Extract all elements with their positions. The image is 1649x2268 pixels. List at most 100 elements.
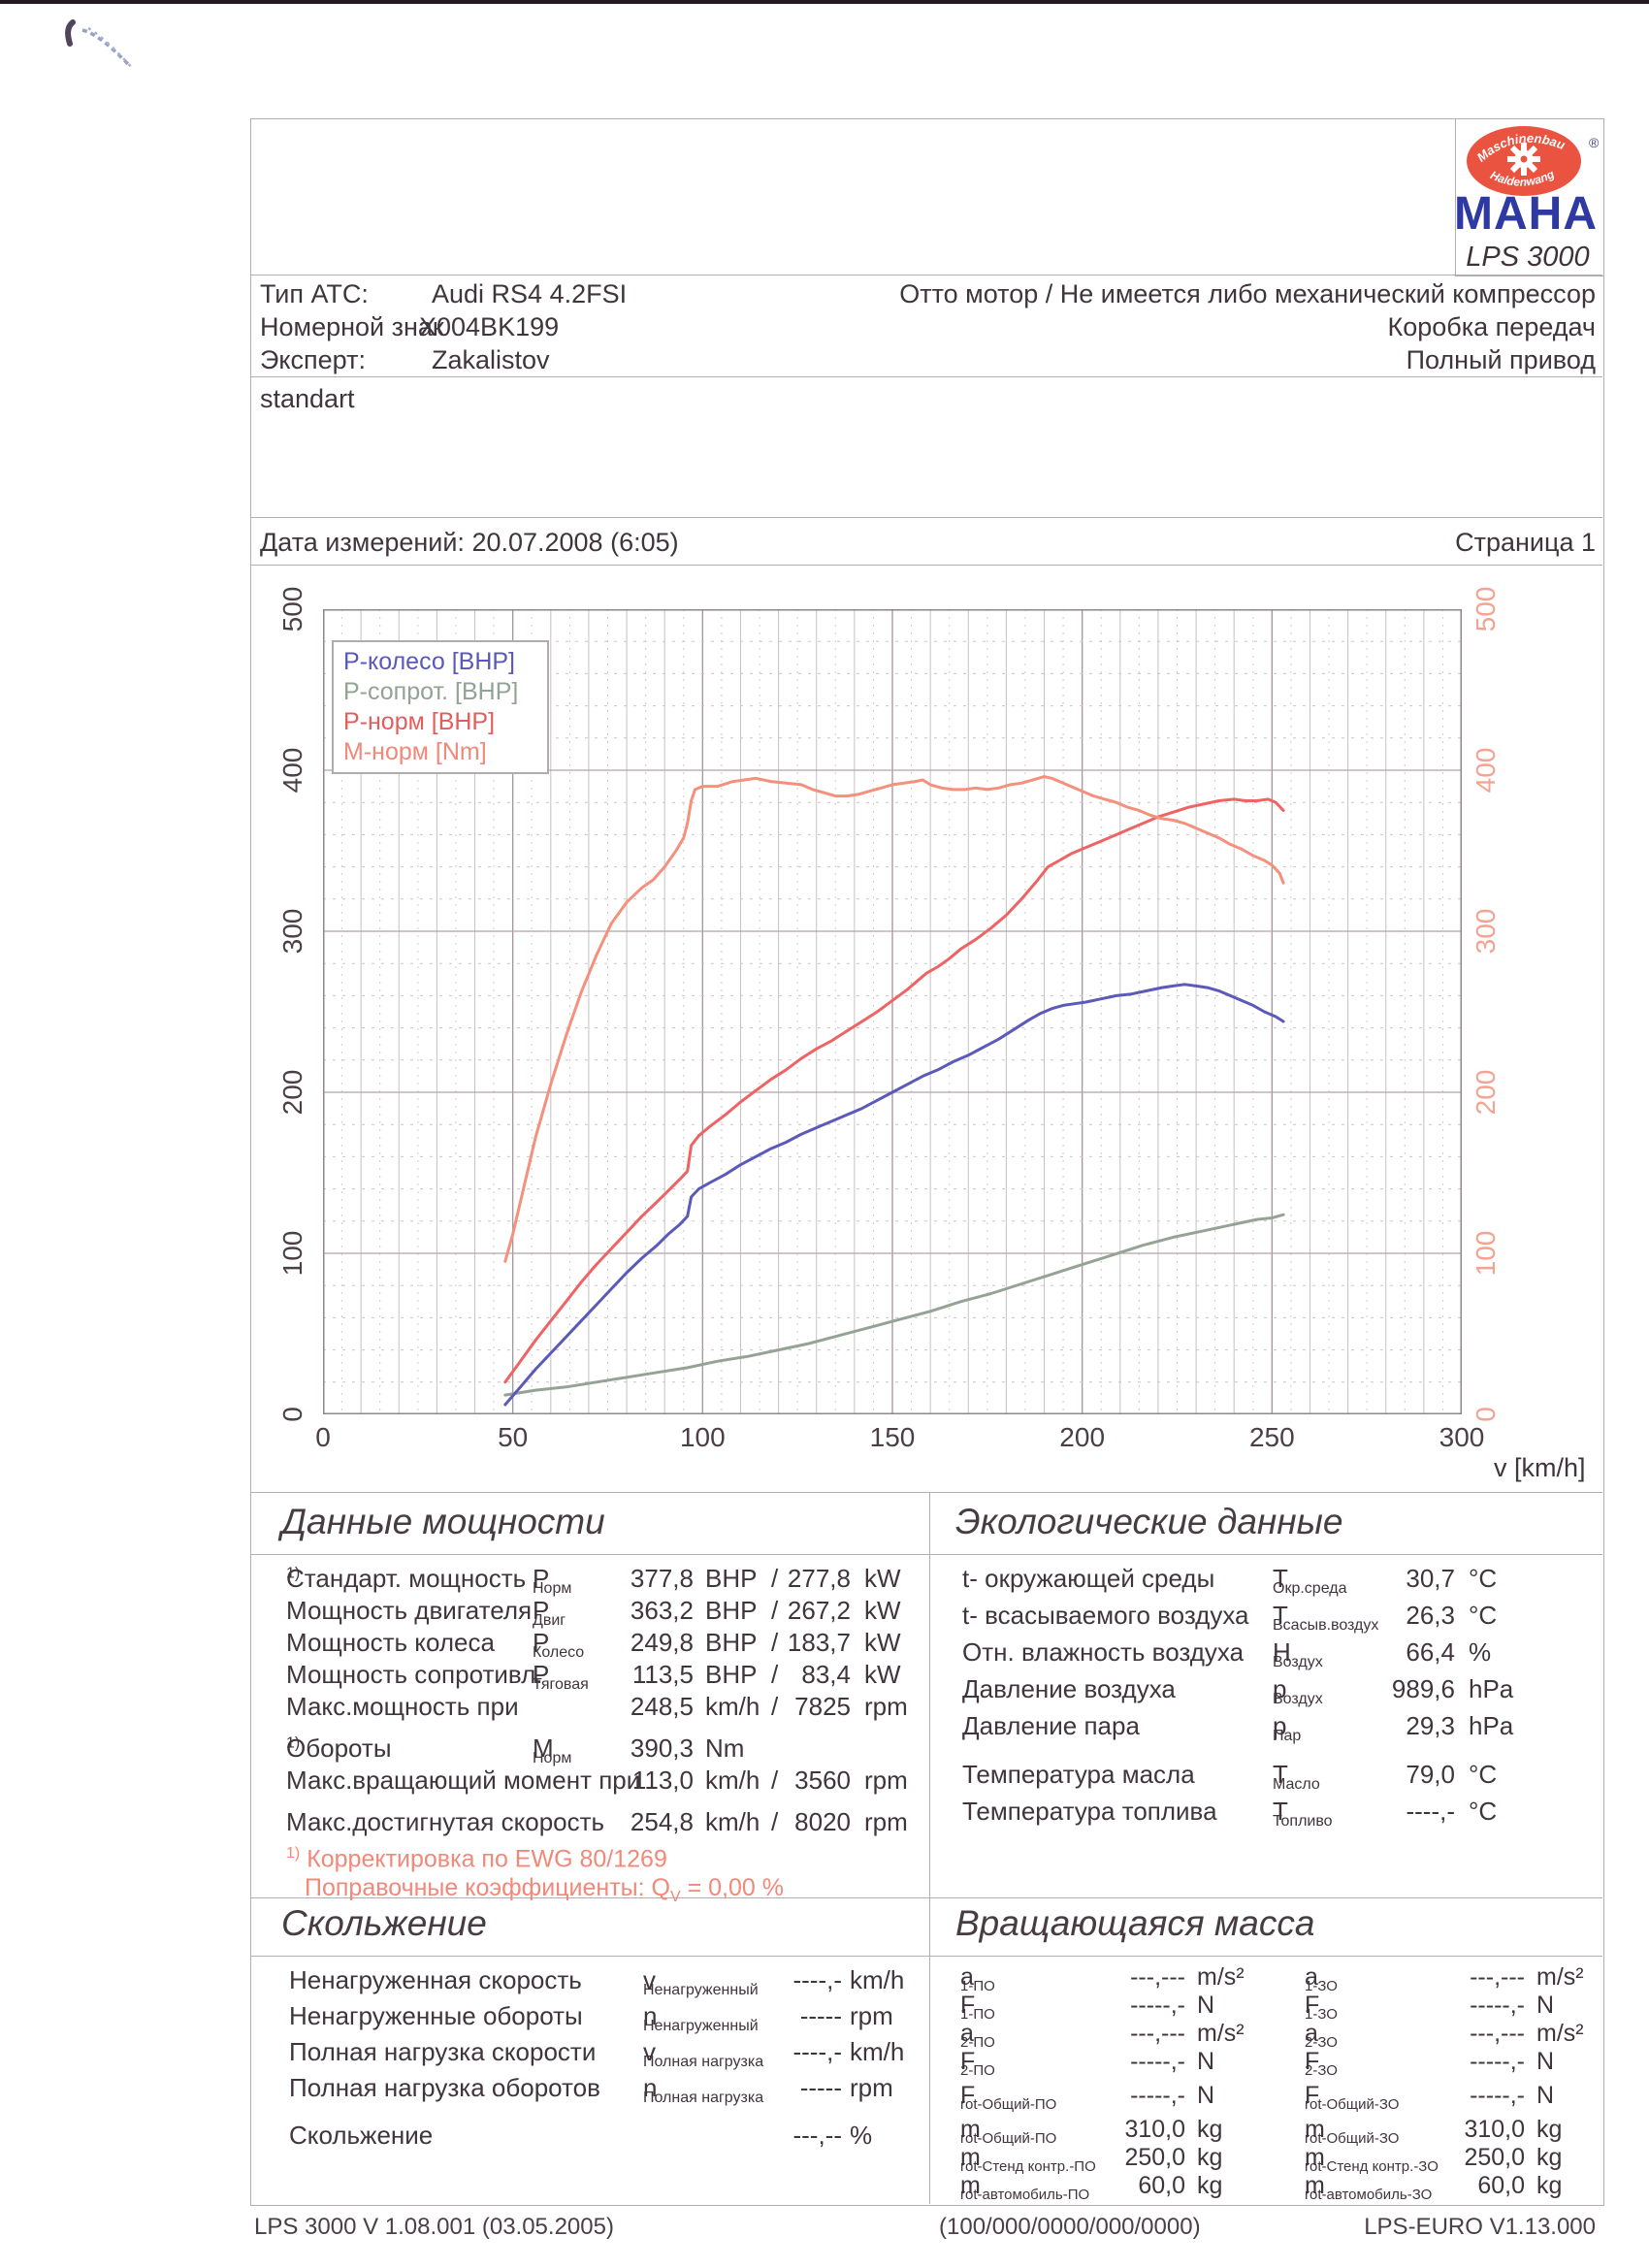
ecology-row-label: Давление пара [962, 1711, 1140, 1740]
slip-row-symbol: n Полная нагрузка [643, 2073, 764, 2107]
power-row-unit2: rpm [864, 1692, 908, 1721]
mass-right-value: ---,--- [1470, 1963, 1525, 1991]
power-row-symbol: P Тяговая [533, 1660, 589, 1694]
rotating-mass-section-title: Вращающаяся масса [955, 1903, 1315, 1943]
slip-row-symbol: n Ненагруженный [643, 2001, 759, 2035]
mass-left-value: -----,- [1130, 2048, 1185, 2075]
series-p-resist [503, 1213, 1285, 1397]
legend-item: P-норм [BHP] [343, 708, 496, 735]
expert-label: Эксперт: [260, 345, 366, 374]
mass-left-value: ---,--- [1130, 2020, 1185, 2047]
footer-version-right: LPS-EURO V1.13.000 [1364, 2214, 1596, 2240]
power-row-value1: 113,0 [631, 1766, 694, 1795]
power-section-title: Данные мощности [281, 1502, 605, 1541]
engine-info-line: Отто мотор / Не имеется либо механически… [899, 279, 1596, 308]
mass-left-value: ---,--- [1130, 1963, 1185, 1991]
x-tick-label: 0 [315, 1422, 331, 1452]
maha-logo: MAHA Maschinenbau Haldenwang [1454, 126, 1600, 273]
pen-mark [65, 19, 134, 70]
mass-right-symbol: m rot-Стенд контр.-ЗО [1305, 2144, 1439, 2175]
plate-label: Номерной знак [260, 312, 444, 341]
title-underline [929, 1956, 1602, 1957]
power-row-symbol: P Норм [533, 1564, 572, 1598]
vehicle-type-row: Тип АТС: Audi RS4 4.2FSI [260, 279, 627, 309]
drive-info-line: Полный привод [1406, 345, 1596, 374]
power-row-unit1: BHP [705, 1628, 758, 1657]
ecology-row-label: t- окружающей среды [962, 1564, 1215, 1593]
mass-right-symbol: m rot-Общий-ЗО [1305, 2116, 1400, 2147]
title-underline [250, 1956, 929, 1957]
power-row-slash: / [771, 1660, 779, 1689]
ecology-row-symbol: T Топливо [1273, 1797, 1333, 1831]
y-tick-label-right: 300 [1471, 908, 1501, 955]
y-tick-label-right: 500 [1471, 586, 1501, 632]
power-row: Макс.достигнутая скорость 254,8 km/h / 8… [286, 1807, 908, 1836]
power-row-slash: / [771, 1807, 779, 1836]
power-row-label: Стандарт. мощность 1) [286, 1564, 527, 1593]
mass-left-symbol: m rot-Общий-ПО [960, 2116, 1057, 2147]
ecology-row-symbol: H Воздух [1273, 1637, 1323, 1671]
ecology-row: t- окружающей среды T Окр.среда 30,7 °C [962, 1564, 1599, 1601]
mass-right-unit: kg [1536, 2116, 1563, 2143]
power-row: Макс.вращающий момент при 113,0 km/h / 3… [286, 1766, 908, 1795]
mass-right-unit: N [1536, 1992, 1555, 2019]
x-tick-label: 150 [869, 1422, 916, 1452]
ecology-section-title: Экологические данные [955, 1502, 1343, 1541]
y-tick-label-left: 300 [277, 908, 307, 955]
series-p-norm [503, 797, 1285, 1384]
ecology-row-unit: °C [1469, 1564, 1498, 1593]
rotating-mass-row: m rot-Общий-ПО 310,0 kg m rot-Общий-ЗО 310… [960, 2116, 1600, 2147]
mass-right-value: -----,- [1470, 2082, 1525, 2109]
measurement-date: Дата измерений: 20.07.2008 (6:05) [260, 528, 679, 557]
mass-right-value: -----,- [1470, 1992, 1525, 2019]
mass-left-unit: N [1197, 2048, 1215, 2075]
power-row-unit1: BHP [705, 1596, 758, 1625]
power-row-unit1: BHP [705, 1564, 758, 1593]
rotating-mass-row: a 1-ПО ---,--- m/s² a 1-ЗО ---,--- m/s² [960, 1963, 1600, 1994]
mass-left-value: 250,0 [1124, 2144, 1185, 2171]
power-row-symbol: P Двиг [533, 1596, 566, 1630]
y-tick-label-left: 200 [277, 1069, 307, 1116]
slip-row: Ненагруженные обороты n Ненагруженный ---… [289, 2001, 925, 2037]
ecology-row: Температура масла T Масло 79,0 °C [962, 1760, 1599, 1797]
slip-row: Полная нагрузка оборотов n Полная нагрузк… [289, 2073, 925, 2109]
power-row-symbol: M Норм [533, 1733, 572, 1767]
document-frame [250, 118, 1604, 2206]
power-row-value1: 390,3 [630, 1733, 694, 1763]
divider [250, 517, 1602, 518]
mass-right-unit: m/s² [1536, 1963, 1584, 1991]
power-row-unit2: kW [864, 1628, 901, 1657]
comment-text: standart [260, 384, 355, 413]
power-row: Обороты 1) M Норм 390,3 Nm [286, 1733, 926, 1766]
slip-row-unit: % [850, 2121, 873, 2150]
rotating-mass-row: a 2-ПО ---,--- m/s² a 2-ЗО ---,--- m/s² [960, 2020, 1600, 2051]
mass-left-value: -----,- [1130, 2082, 1185, 2109]
slip-row-unit: km/h [850, 1965, 905, 1994]
mass-left-symbol: m rot-Стенд контр.-ПО [960, 2144, 1096, 2175]
ecology-row-symbol: p Воздух [1273, 1674, 1323, 1708]
power-row: Стандарт. мощность 1) P Норм 377,8 BHP / … [286, 1564, 926, 1598]
power-row-value1: 254,8 [630, 1807, 694, 1836]
power-row: Макс.мощность при 248,5 km/h / 7825 rpm [286, 1692, 908, 1721]
power-row-value2: 8020 [794, 1807, 851, 1836]
ecology-table: t- окружающей среды T Окр.среда 30,7 °C t… [962, 1564, 1599, 1833]
logo-product-text: LPS 3000 [1466, 242, 1589, 273]
power-row-value2: 7825 [794, 1692, 851, 1721]
mass-left-symbol: F 2-ПО [960, 2048, 995, 2079]
mass-left-value: -----,- [1130, 1992, 1185, 2019]
ecology-row-value: 30,7 [1406, 1564, 1455, 1593]
mass-right-value: ---,--- [1470, 2020, 1525, 2047]
plate-value: X004BK199 [419, 312, 560, 341]
legend-item: M-норм [Nm] [343, 738, 487, 765]
mass-left-value: 310,0 [1124, 2116, 1185, 2143]
ecology-row-symbol: T Окр.среда [1273, 1564, 1347, 1598]
legend-item: P-колесо [BHP] [343, 648, 515, 675]
ecology-row-label: t- всасываемого воздуха [962, 1601, 1249, 1630]
mass-left-unit: kg [1197, 2144, 1223, 2171]
slip-row: Полная нагрузка скорости v Полная нагрузк… [289, 2037, 925, 2073]
ecology-row-unit: °C [1469, 1797, 1498, 1826]
